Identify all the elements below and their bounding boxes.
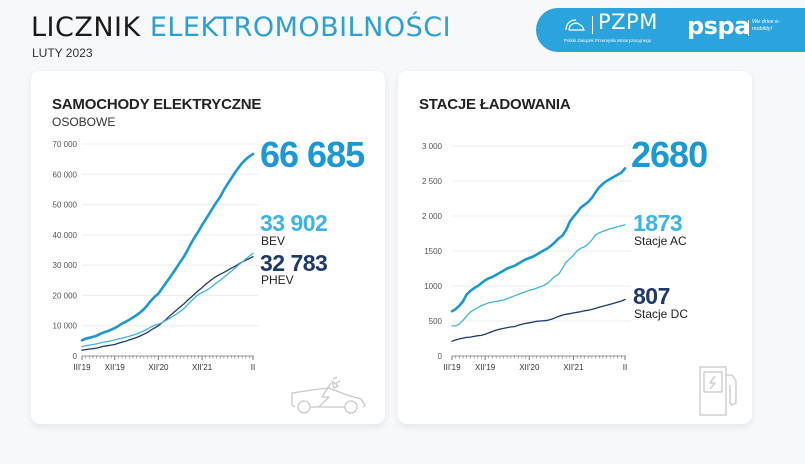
- x-tick-label: III'19: [443, 363, 461, 372]
- stations-total-value: 2680: [631, 134, 708, 175]
- dc-label: Stacje DC: [634, 307, 689, 321]
- x-tick-label: XII'20: [519, 363, 540, 372]
- series-line-total: [450, 167, 627, 313]
- y-tick-label: 40 000: [53, 231, 78, 240]
- y-tick-label: 0: [438, 352, 443, 361]
- page-subtitle-date: LUTY 2023: [32, 46, 93, 60]
- y-tick-label: 50 000: [53, 201, 78, 210]
- partner-logo-banner: PZPM Polski Związek Przemysłu Motoryzacy…: [536, 8, 805, 52]
- x-tick-label: XII'21: [192, 363, 213, 372]
- electric-car-icon: [291, 376, 366, 414]
- pspa-tagline: We drive e-mobility!: [752, 19, 781, 33]
- series-line-bev: [81, 252, 254, 348]
- pspa-logo: pspa: [687, 12, 750, 40]
- x-tick-label: XII'20: [148, 363, 169, 372]
- x-tick-label: XII'19: [475, 363, 496, 372]
- y-tick-label: 30 000: [53, 261, 78, 270]
- y-tick-label: 0: [73, 352, 78, 361]
- card-title: STACJE ŁADOWANIA: [419, 96, 571, 113]
- dc-value: 807: [633, 283, 670, 309]
- pzpm-car-logo-icon: [565, 19, 585, 31]
- phev-value: 32 783: [260, 250, 328, 276]
- charging-station-icon: [699, 366, 737, 416]
- y-tick-label: 2 500: [422, 177, 443, 186]
- y-tick-label: 10 000: [53, 322, 78, 331]
- card-title: SAMOCHODY ELEKTRYCZNE: [52, 96, 262, 113]
- y-tick-label: 2 000: [422, 212, 443, 221]
- series-line-stacje-ac: [451, 224, 626, 327]
- cars-total-value: 66 685: [260, 134, 365, 175]
- electric-cars-card: SAMOCHODY ELEKTRYCZNE OSOBOWE 0 10 000 20 …: [31, 71, 385, 424]
- series-line-total: [80, 152, 255, 342]
- cars-line-chart: 0 10 000 20 000 30 000 40 000 50 000 60 000 70 …: [53, 140, 259, 372]
- phev-label: PHEV: [261, 273, 294, 287]
- x-tick-label: III'19: [73, 363, 91, 372]
- page-title-part1: LICZNIK: [31, 12, 141, 43]
- y-tick-label: 20 000: [53, 291, 78, 300]
- card-subtitle: OSOBOWE: [52, 115, 116, 129]
- y-tick-label: 1000: [424, 282, 442, 291]
- x-tick-label: XII'21: [563, 363, 584, 372]
- page-title: LICZNIK ELEKTROMOBILNOŚCI: [31, 14, 451, 41]
- pzpm-subtitle: Polski Związek Przemysłu Motoryzacyjnego: [564, 38, 652, 43]
- x-tick-label: XII'19: [105, 363, 126, 372]
- stations-line-chart: 0 500 1000 1500 2 000 2 500 3 000 III'19 XII'19 X…: [422, 142, 631, 372]
- ac-value: 1873: [633, 210, 683, 236]
- page-title-part2: ELEKTROMOBILNOŚCI: [149, 12, 452, 43]
- bev-label: BEV: [261, 234, 286, 248]
- y-tick-label: 60 000: [53, 170, 78, 179]
- x-tick-label: II: [251, 363, 255, 372]
- series-line-phev: [81, 256, 254, 351]
- series-line-stacje-dc: [451, 298, 626, 342]
- y-tick-label: 1500: [424, 247, 442, 256]
- y-tick-label: 500: [429, 317, 443, 326]
- x-tick-label: II: [623, 363, 627, 372]
- logo-separator: [592, 16, 593, 34]
- logo-separator: [748, 20, 749, 36]
- bev-value: 33 902: [260, 210, 328, 236]
- ac-label: Stacje AC: [634, 234, 687, 248]
- pzpm-logo: PZPM: [598, 10, 658, 34]
- y-tick-label: 70 000: [53, 140, 78, 149]
- y-tick-label: 3 000: [422, 142, 443, 151]
- charging-stations-card: STACJE ŁADOWANIA 0 500 1000 1500 2 000 2 500 3…: [398, 71, 752, 424]
